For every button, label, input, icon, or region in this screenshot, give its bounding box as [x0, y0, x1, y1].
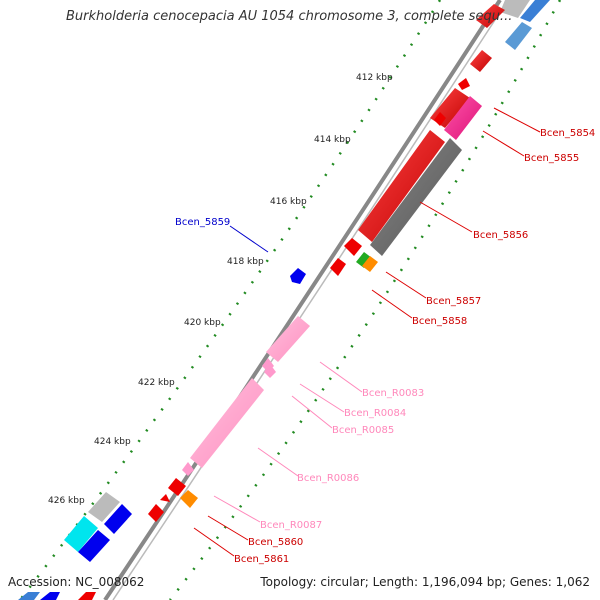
gene-arrow-bcen-5858[interactable] [362, 256, 378, 272]
gene-arrow-bcen-5855[interactable] [444, 96, 482, 140]
label-bcen-r0085[interactable]: Bcen_R0085 [332, 425, 394, 436]
gene-arrow-bcen-5860-orange[interactable] [180, 490, 198, 508]
gene-arrow-bcen-r0083[interactable] [266, 316, 310, 362]
gene-arrow-bottom-blue[interactable] [18, 592, 40, 600]
tick-label-418: 418 kbp [227, 257, 264, 267]
gene-arrow-bcen-5860[interactable] [168, 478, 186, 496]
topology-summary: Topology: circular; Length: 1,196,094 bp… [260, 575, 590, 589]
leader-bcen-5856 [419, 201, 473, 233]
gene-arrow-bcen-r0085[interactable] [264, 364, 276, 378]
gene-arrow-small-red-3[interactable] [160, 494, 170, 502]
ruler-labels: 412 kbp 414 kbp 416 kbp 418 kbp 420 kbp … [48, 73, 393, 506]
gene-arrow-small-red-2[interactable] [330, 258, 346, 276]
outer-dotted-guide [19, 0, 442, 600]
gene-features [64, 78, 482, 562]
label-bcen-r0086[interactable]: Bcen_R0086 [297, 473, 359, 484]
gene-arrow-blue-block-2[interactable] [78, 530, 110, 562]
gene-arrow-small-red-1[interactable] [458, 78, 470, 90]
tick-label-420: 420 kbp [184, 318, 221, 328]
gene-arrow-bottom-navy[interactable] [40, 592, 60, 600]
tick-label-422: 422 kbp [138, 378, 175, 388]
gene-arrow-bcen-5853[interactable] [470, 50, 492, 72]
gene-arrow-gray-block[interactable] [88, 492, 120, 522]
gene-arrow-top-blue[interactable] [520, 0, 550, 22]
leader-bcen-5857 [385, 271, 427, 299]
gene-arrow-red-block[interactable] [344, 238, 362, 256]
gene-arrow-cyan-block[interactable] [64, 516, 98, 552]
gene-arrow-bcen-5855-red[interactable] [434, 112, 446, 126]
leader-bcen-5854 [493, 107, 541, 133]
label-bcen-r0083[interactable]: Bcen_R0083 [362, 388, 424, 399]
gene-arrow-bcen-r0087[interactable] [182, 462, 194, 476]
gene-arrow-top-red[interactable] [476, 4, 505, 28]
label-bcen-5854[interactable]: Bcen_5854 [540, 128, 595, 139]
tick-label-414: 414 kbp [314, 135, 351, 145]
label-bcen-5856[interactable]: Bcen_5856 [473, 230, 528, 241]
gene-labels: Bcen_5854 Bcen_5855 Bcen_5856 Bcen_5857 … [175, 128, 595, 565]
label-bcen-r0084[interactable]: Bcen_R0084 [344, 408, 406, 419]
leader-bcen-5861 [193, 527, 235, 557]
inner-dotted-guide [169, 0, 562, 600]
leader-bcen-r0084 [299, 383, 345, 413]
tick-label-412: 412 kbp [356, 73, 393, 83]
label-leader-lines [193, 107, 541, 557]
leader-bcen-r0083 [319, 361, 363, 393]
label-bcen-5860[interactable]: Bcen_5860 [248, 537, 303, 548]
gene-arrow-bcen-5857[interactable] [356, 252, 372, 268]
label-bcen-r0087[interactable]: Bcen_R0087 [260, 520, 322, 531]
gene-arrow-top-blue-2[interactable] [505, 22, 532, 50]
leader-bcen-r0087 [213, 495, 261, 523]
leader-bcen-5860 [207, 515, 249, 541]
label-bcen-5855[interactable]: Bcen_5855 [524, 153, 579, 164]
gene-arrow-bcen-5856-red[interactable] [358, 130, 445, 242]
leader-bcen-r0086 [257, 447, 299, 477]
leader-bcen-5859 [229, 225, 269, 253]
map-title: Burkholderia cenocepacia AU 1054 chromos… [66, 9, 513, 24]
label-bcen-5858[interactable]: Bcen_5858 [412, 316, 467, 327]
gene-arrow-blue-block-1[interactable] [104, 504, 132, 534]
gene-arrow-top-gray[interactable] [500, 0, 530, 18]
tick-label-416: 416 kbp [270, 197, 307, 207]
leader-bcen-r0085 [291, 395, 333, 429]
top-partial-features [470, 0, 550, 72]
tick-label-426: 426 kbp [48, 496, 85, 506]
bottom-partial-features [18, 592, 96, 600]
leader-bcen-5855 [482, 130, 525, 157]
gene-arrow-bottom-red[interactable] [78, 592, 96, 600]
label-bcen-5859[interactable]: Bcen_5859 [175, 217, 230, 228]
accession-label: Accession: NC_008062 [8, 575, 145, 589]
gene-arrow-bcen-r0086[interactable] [190, 378, 264, 468]
leader-bcen-5858 [371, 289, 413, 319]
label-bcen-5857[interactable]: Bcen_5857 [426, 296, 481, 307]
gene-arrow-bcen-5859[interactable] [290, 268, 306, 284]
dotted-guide-lines [19, 0, 562, 600]
tick-label-424: 424 kbp [94, 437, 131, 447]
label-bcen-5861[interactable]: Bcen_5861 [234, 554, 289, 565]
backbone-line-inner [112, 0, 509, 600]
gene-arrow-bcen-5856[interactable] [370, 138, 462, 256]
gene-arrow-bcen-5861[interactable] [148, 504, 164, 522]
